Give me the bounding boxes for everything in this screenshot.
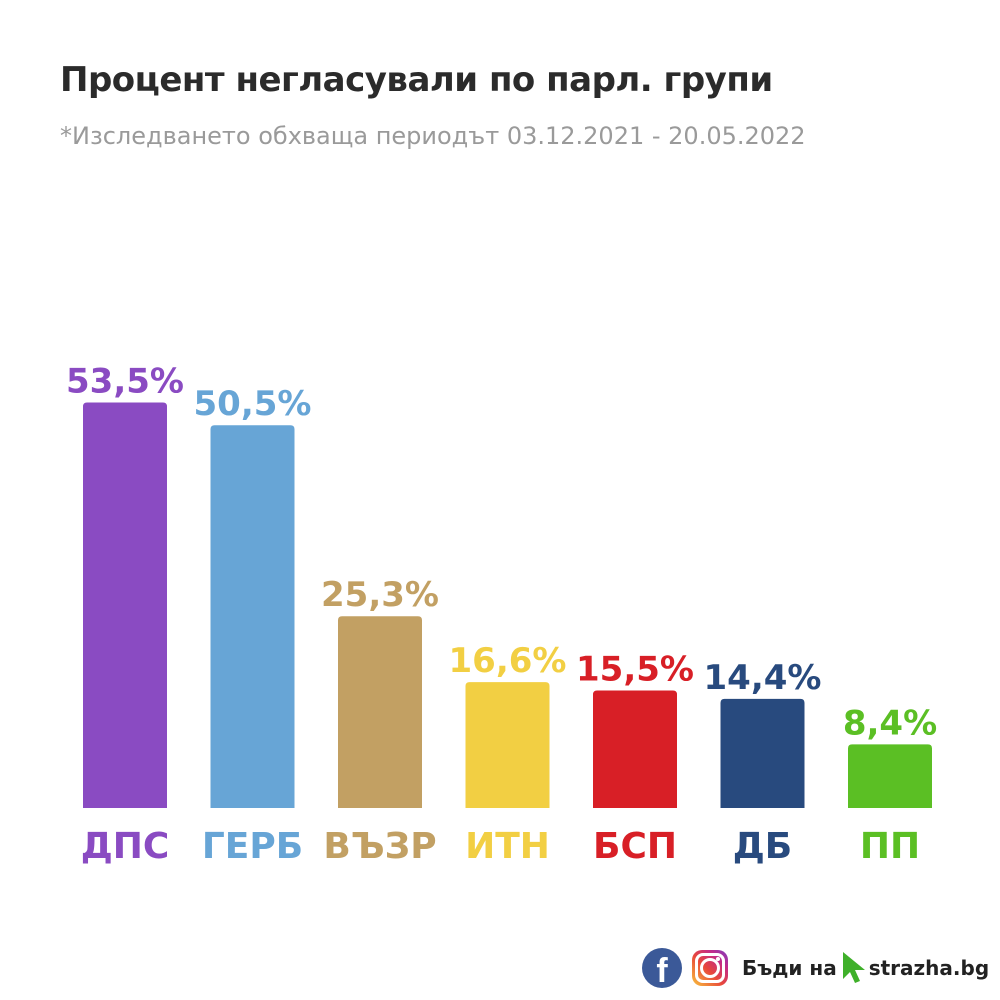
category-label: ИТН [465,826,550,867]
bar-value-label: 8,4% [843,703,937,743]
bar-chart: 53,5% ДПС 50,5% ГЕРБ 25,3% ВЪЗР 16,6% ИТН 15,5% Б… [66,361,937,867]
footer-branding: f Бъди на strazha.bg [642,946,989,990]
chart-subtitle: *Изследването обхваща периодът 03.12.202… [60,122,806,150]
bar-3 [465,682,550,808]
bar-5 [720,698,805,808]
bar-value-label: 14,4% [704,658,822,698]
bar-6 [848,744,932,808]
bar-2 [338,616,422,808]
bar-value-label: 50,5% [194,384,312,424]
instagram-dot [716,957,720,961]
facebook-icon[interactable]: f [642,948,682,988]
category-label: ПП [860,826,920,867]
bar-4 [593,690,677,808]
bar-1 [210,425,295,808]
chart-title: Процент негласували по парл. групи [60,60,773,100]
bar-0 [83,402,167,808]
footer-prefix: Бъди на [742,956,837,980]
category-label: БСП [593,826,677,867]
cursor-arrow-icon [842,952,865,983]
instagram-icon[interactable] [692,950,728,986]
instagram-lens [700,958,720,978]
category-label: ДБ [733,826,793,867]
bar-value-label: 53,5% [66,361,184,401]
category-label: ВЪЗР [323,826,436,867]
facebook-glyph: f [656,952,668,988]
bar-value-label: 15,5% [576,650,694,690]
category-label: ДПС [81,826,170,867]
category-label: ГЕРБ [202,826,303,867]
instagram-frame [695,953,725,983]
footer-site-link[interactable]: strazha.bg [868,956,990,980]
bar-value-label: 25,3% [321,575,439,615]
bar-value-label: 16,6% [449,641,567,681]
